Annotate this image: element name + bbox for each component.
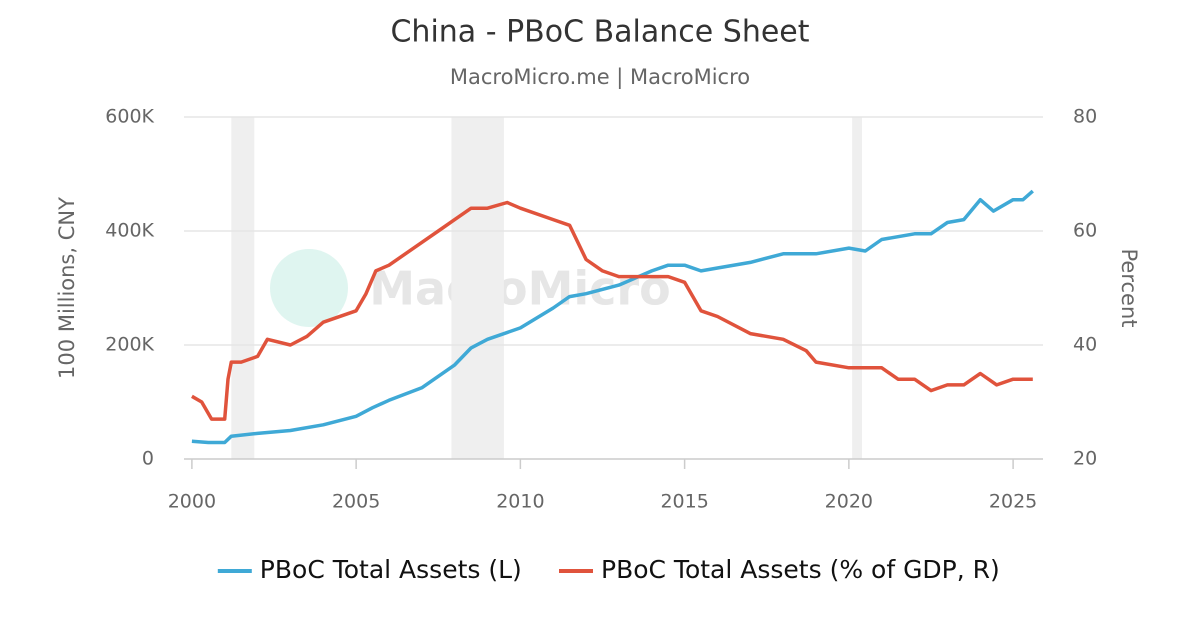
shaded-range: [451, 117, 504, 459]
x-tick-label: 2020: [825, 491, 873, 513]
x-tick-label: 2025: [989, 491, 1037, 513]
x-tick-label: 2005: [332, 491, 380, 513]
watermark: MacroMicro: [369, 262, 670, 316]
y-tick-label: 200K: [105, 334, 154, 356]
legend-label: PBoC Total Assets (L): [260, 555, 522, 584]
series-line: [191, 189, 1034, 445]
shaded-range: [231, 117, 255, 459]
y-tick-label: 0: [142, 448, 154, 470]
y2-tick-label: 60: [1073, 220, 1097, 242]
y2-tick-label: 20: [1073, 448, 1097, 470]
legend-label: PBoC Total Assets (% of GDP, R): [601, 555, 1000, 584]
series-line: [191, 200, 1033, 421]
y2-tick-label: 80: [1073, 106, 1097, 128]
chart-subtitle: MacroMicro.me | MacroMicro: [450, 65, 750, 90]
y2-tick-label: 40: [1073, 334, 1097, 356]
x-tick-label: 2000: [168, 491, 216, 513]
y-axis-label: 100 Millions, CNY: [55, 197, 79, 379]
x-tick-label: 2015: [660, 491, 708, 513]
shaded-range: [852, 117, 863, 459]
watermark-logo: [270, 249, 348, 327]
y-tick-label: 600K: [105, 106, 154, 128]
chart-title: China - PBoC Balance Sheet: [390, 15, 809, 50]
x-tick-label: 2010: [496, 491, 544, 513]
y-tick-label: 400K: [105, 220, 154, 242]
y2-axis-label: Percent: [1117, 248, 1141, 327]
